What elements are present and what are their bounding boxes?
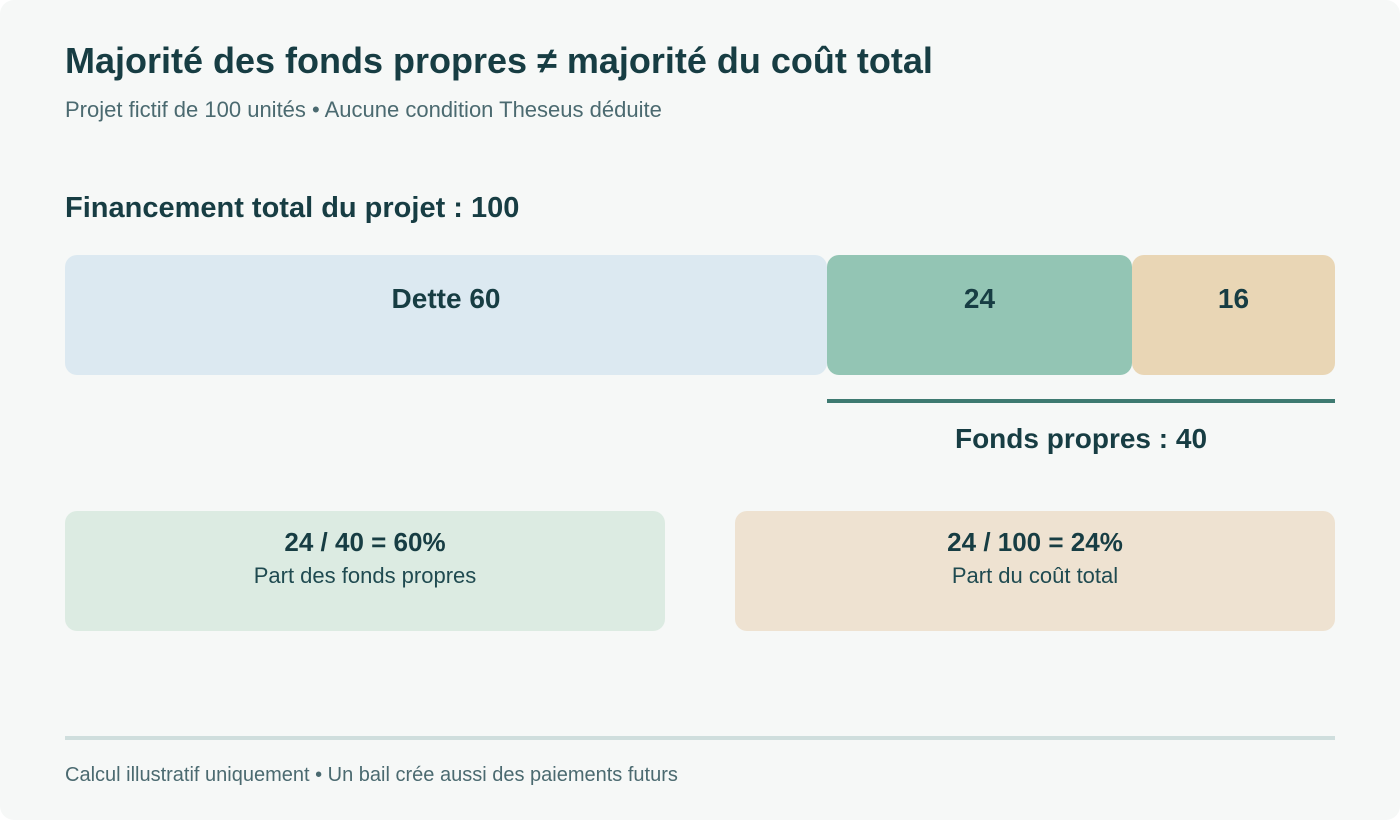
- footer-note: Calcul illustratif uniquement • Un bail …: [65, 764, 678, 786]
- footer-divider: [65, 736, 1335, 740]
- total-cost-ratio-caption: Part du coût total: [951, 563, 1119, 588]
- page-title: Majorité des fonds propres ≠ majorité du…: [65, 40, 933, 81]
- equity-total-label: Fonds propres : 40: [954, 423, 1208, 454]
- other-equity-segment: 16: [1132, 255, 1335, 375]
- total-cost-ratio-formula: 24 / 100 = 24%: [947, 527, 1123, 557]
- financing-total-heading: Financement total du projet : 100: [65, 192, 520, 224]
- equity-ratio-caption: Part des fonds propres: [253, 563, 477, 588]
- equity-ratio-card: 24 / 40 = 60% Part des fonds propres: [65, 511, 665, 631]
- financing-stacked-bar: Dette 60 24 16: [65, 255, 1335, 375]
- debt-segment: Dette 60: [65, 255, 827, 375]
- equity-ratio-formula: 24 / 40 = 60%: [284, 527, 446, 557]
- equity-bracket-line: [827, 399, 1335, 403]
- total-cost-ratio-card: 24 / 100 = 24% Part du coût total: [735, 511, 1335, 631]
- page-subtitle: Projet fictif de 100 unités • Aucune con…: [65, 97, 662, 122]
- equity-share-segment: 24: [827, 255, 1132, 375]
